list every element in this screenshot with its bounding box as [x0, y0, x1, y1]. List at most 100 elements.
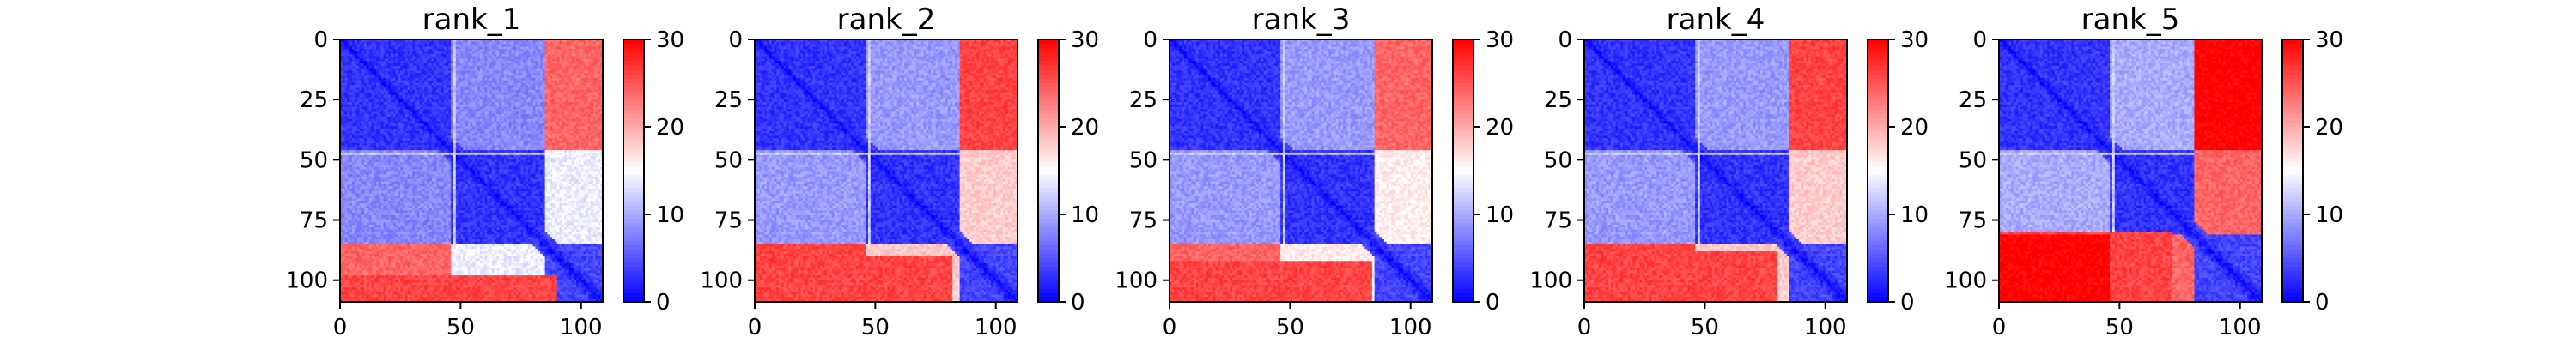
- heatmap-cell: [579, 69, 581, 71]
- heatmap-cell: [588, 73, 591, 75]
- heatmap-cell: [436, 66, 439, 69]
- heatmap-cell: [519, 54, 521, 57]
- heatmap-cell: [396, 46, 398, 49]
- heatmap-cell: [480, 75, 483, 78]
- heatmap-cell: [484, 71, 487, 74]
- heatmap-cell: [574, 58, 576, 61]
- heatmap-cell: [526, 78, 528, 81]
- heatmap-cell: [581, 45, 584, 47]
- heatmap-cell: [352, 63, 355, 66]
- heatmap-cell: [396, 75, 398, 78]
- heatmap-cell: [472, 75, 475, 78]
- heatmap-cell: [471, 83, 473, 86]
- heatmap-cell: [355, 63, 357, 66]
- heatmap-cell: [550, 42, 552, 45]
- heatmap-cell: [581, 75, 584, 78]
- heatmap-cell: [576, 49, 579, 51]
- heatmap-cell: [441, 83, 444, 86]
- heatmap-cell: [434, 69, 436, 71]
- heatmap-cell: [588, 46, 591, 49]
- heatmap-cell: [547, 75, 550, 78]
- heatmap-cell: [509, 58, 512, 61]
- heatmap-cell: [432, 63, 434, 66]
- heatmap-cell: [429, 51, 432, 54]
- heatmap-cell: [555, 71, 557, 74]
- heatmap-cell: [459, 61, 461, 63]
- heatmap-cell: [511, 49, 513, 51]
- heatmap-cell: [412, 49, 415, 51]
- heatmap-cell: [535, 73, 538, 75]
- heatmap-cell: [448, 85, 451, 87]
- heatmap-cell: [523, 85, 526, 87]
- heatmap-cell: [588, 54, 591, 57]
- heatmap-cell: [376, 85, 379, 87]
- heatmap-cell: [352, 49, 355, 51]
- heatmap-cell: [591, 57, 593, 59]
- heatmap-cell: [564, 54, 567, 57]
- heatmap-cell: [535, 63, 538, 66]
- heatmap-cell: [531, 49, 533, 51]
- heatmap-cell: [572, 83, 574, 86]
- heatmap-cell: [526, 54, 528, 57]
- heatmap-cell: [379, 69, 381, 71]
- heatmap-cell: [364, 81, 367, 83]
- heatmap-cell: [432, 75, 434, 78]
- heatmap-cell: [511, 73, 513, 75]
- heatmap-cell: [417, 69, 420, 71]
- heatmap-cell: [412, 71, 415, 74]
- heatmap-cell: [359, 61, 361, 63]
- heatmap-cell: [422, 58, 424, 61]
- heatmap-cell: [562, 54, 564, 57]
- heatmap-cell: [576, 51, 579, 54]
- heatmap-cell: [468, 54, 471, 57]
- heatmap-cell: [345, 49, 348, 51]
- heatmap-cell: [547, 42, 550, 45]
- heatmap-cell: [480, 71, 483, 74]
- heatmap-cell: [448, 81, 451, 83]
- heatmap-cell: [412, 73, 415, 75]
- heatmap-cell: [432, 51, 434, 54]
- heatmap-cell: [398, 61, 400, 63]
- heatmap-cell: [345, 42, 348, 45]
- heatmap-cell: [562, 45, 564, 47]
- heatmap-cell: [591, 63, 593, 66]
- heatmap-cell: [591, 71, 593, 74]
- heatmap-cell: [436, 85, 439, 87]
- heatmap-cell: [456, 57, 459, 59]
- heatmap-cell: [361, 51, 364, 54]
- heatmap-cell: [374, 61, 376, 63]
- heatmap-cell: [448, 66, 451, 69]
- heatmap-cell: [398, 46, 400, 49]
- heatmap-cell: [345, 83, 348, 86]
- heatmap-cell: [453, 78, 456, 81]
- heatmap-cell: [552, 45, 555, 47]
- heatmap-cell: [444, 46, 447, 49]
- heatmap-cell: [472, 66, 475, 69]
- heatmap-cell: [372, 73, 374, 75]
- heatmap-cell: [422, 45, 424, 47]
- heatmap-cell: [448, 51, 451, 54]
- heatmap-cell: [588, 81, 591, 83]
- heatmap-cell: [533, 45, 536, 47]
- heatmap-cell: [495, 58, 497, 61]
- heatmap-cell: [584, 71, 586, 74]
- heatmap-cell: [559, 49, 562, 51]
- heatmap-cell: [507, 46, 509, 49]
- heatmap-cell: [439, 51, 441, 54]
- heatmap-cell: [424, 81, 427, 83]
- heatmap-cell: [576, 73, 579, 75]
- heatmap-cell: [475, 42, 477, 45]
- heatmap-cell: [369, 71, 372, 74]
- heatmap-cell: [379, 61, 381, 63]
- heatmap-cell: [468, 71, 471, 74]
- heatmap-cell: [483, 81, 485, 83]
- heatmap-cell: [471, 61, 473, 63]
- heatmap-cell: [528, 73, 531, 75]
- heatmap-cell: [509, 66, 512, 69]
- heatmap-cell: [543, 45, 545, 47]
- heatmap-cell: [436, 81, 439, 83]
- heatmap-cell: [405, 54, 408, 57]
- heatmap-cell: [501, 69, 504, 71]
- heatmap-cell: [369, 83, 372, 86]
- heatmap-cell: [501, 63, 504, 66]
